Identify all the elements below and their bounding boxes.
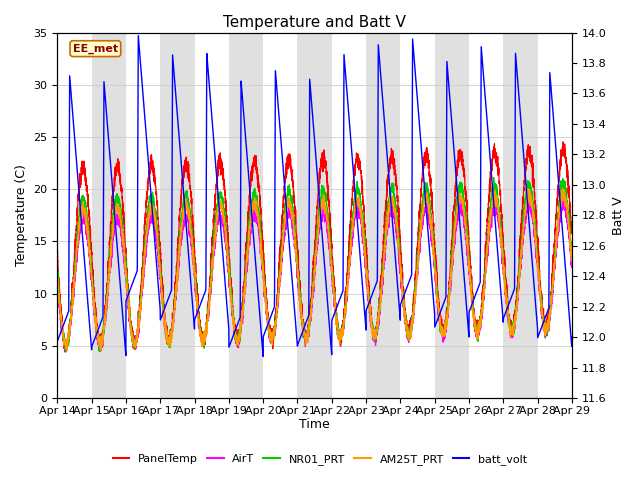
- Bar: [366, 33, 401, 398]
- Bar: [92, 33, 126, 398]
- Bar: [160, 33, 195, 398]
- Bar: [503, 33, 538, 398]
- Title: Temperature and Batt V: Temperature and Batt V: [223, 15, 406, 30]
- Text: EE_met: EE_met: [73, 44, 118, 54]
- X-axis label: Time: Time: [300, 419, 330, 432]
- Legend: PanelTemp, AirT, NR01_PRT, AM25T_PRT, batt_volt: PanelTemp, AirT, NR01_PRT, AM25T_PRT, ba…: [108, 450, 532, 469]
- Bar: [298, 33, 332, 398]
- Y-axis label: Temperature (C): Temperature (C): [15, 164, 28, 266]
- Bar: [435, 33, 469, 398]
- Bar: [229, 33, 263, 398]
- Y-axis label: Batt V: Batt V: [612, 196, 625, 235]
